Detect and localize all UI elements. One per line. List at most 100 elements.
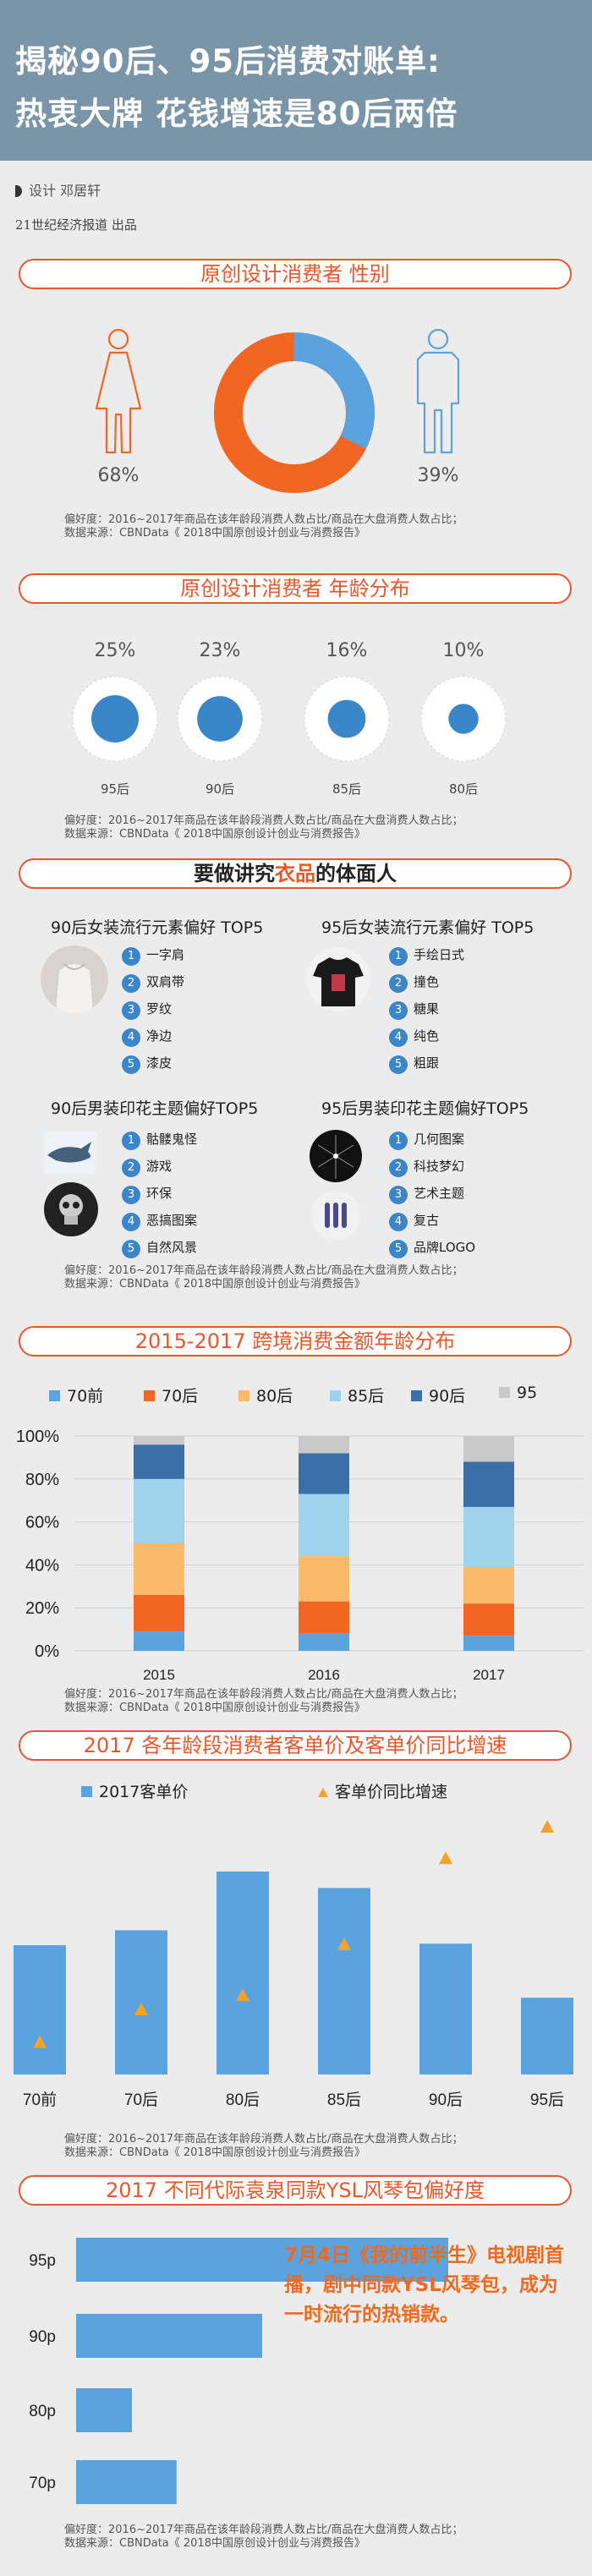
male-icon: [416, 328, 460, 454]
rank-number-badge: 1: [122, 947, 140, 966]
x-tick-label: 80后: [226, 2091, 260, 2109]
age-percent-label: 25%: [94, 640, 136, 661]
legend-label: 70后: [162, 1387, 199, 1406]
x-tick-label: 70前: [23, 2091, 57, 2109]
age-percent-label: 16%: [326, 640, 368, 661]
legend-label: 85后: [348, 1387, 385, 1406]
note-preference: 偏好度：2016~2017年商品在该年龄段消费人数占比/商品在大盘消费人数占比；…: [64, 2133, 463, 2160]
byline: 设计 邓居轩: [15, 179, 101, 200]
y-tick-label: 70p: [29, 2475, 56, 2492]
section-title-ysl: 2017 不同代际袁泉同款YSL风琴包偏好度: [19, 2175, 572, 2206]
list-item-label: 游戏: [146, 1159, 173, 1174]
list-item-label: 自然风景: [146, 1240, 198, 1255]
block-title-95-women: 95后女装流行元素偏好 TOP5: [321, 918, 534, 937]
rank-number-badge: 2: [122, 974, 140, 993]
list-item: 5 漆皮: [122, 1054, 172, 1074]
rank-number-badge: 3: [389, 1186, 408, 1204]
note-line-2: 数据来源：CBNData《 2018中国原创设计创业与消费报告》: [64, 1278, 365, 1291]
list-item-label: 漆皮: [146, 1055, 173, 1071]
growth-rate-marker: [337, 1937, 351, 1950]
stacked-bar-segment: [463, 1603, 514, 1636]
y-tick-label: 100%: [16, 1428, 59, 1446]
section-title-clothing: 要做讲究衣品的体面人: [19, 858, 572, 889]
y-tick-label: 0%: [35, 1642, 59, 1661]
page-title-line-2: 热衷大牌 花钱增速是80后两倍: [15, 96, 458, 132]
age-group-label: 90后: [205, 781, 235, 797]
rank-number-badge: 3: [122, 1186, 140, 1204]
age-bubble: [177, 676, 263, 762]
donut-male-arc: [293, 332, 375, 449]
female-icon: [95, 328, 142, 454]
section-title-age: 原创设计消费者 年龄分布: [19, 573, 572, 604]
list-item-label: 撞色: [414, 974, 440, 989]
block-title-90-women: 90后女装流行元素偏好 TOP5: [51, 918, 264, 937]
rank-number-badge: 3: [122, 1001, 140, 1020]
preference-bar: [76, 2238, 448, 2282]
female-percent: 68%: [97, 465, 140, 486]
note-line-2: 数据来源：CBNData《 2018中国原创设计创业与消费报告》: [64, 2146, 365, 2159]
rank-number-badge: 4: [122, 1213, 140, 1231]
note-line-2: 数据来源：CBNData《 2018中国原创设计创业与消费报告》: [64, 527, 365, 540]
rank-number-badge: 3: [389, 1001, 408, 1020]
rank-number-badge: 1: [389, 1132, 408, 1150]
stacked-bar-segment: [134, 1444, 184, 1479]
growth-rate-marker: [33, 2035, 47, 2048]
rank-number-badge: 2: [122, 1159, 140, 1177]
list-item-label: 艺术主题: [414, 1186, 465, 1201]
rank-number-badge: 5: [122, 1240, 140, 1258]
age-group-label: 95后: [100, 781, 130, 797]
note-line-2: 数据来源：CBNData《 2018中国原创设计创业与消费报告》: [64, 2537, 365, 2550]
legend-swatch: [49, 1390, 60, 1401]
list-item: 3 罗纹: [122, 1000, 172, 1020]
list-item-label: 科技梦幻: [414, 1159, 465, 1174]
stacked-bar-segment: [463, 1436, 514, 1462]
legend-item: 95: [499, 1384, 537, 1402]
y-tick-label: 80%: [25, 1471, 59, 1489]
stacked-bar-segment: [299, 1436, 349, 1454]
x-tick-label: 95后: [530, 2091, 564, 2109]
y-tick-label: 40%: [25, 1556, 59, 1575]
product-photo-shark-print: [44, 1132, 96, 1174]
unit-price-bar: [14, 1945, 66, 2075]
note-line-1: 偏好度：2016~2017年商品在该年龄段消费人数占比/商品在大盘消费人数占比；: [64, 2133, 463, 2146]
y-tick-label: 60%: [25, 1514, 59, 1532]
block-title-95-men: 95后男装印花主题偏好TOP5: [321, 1099, 529, 1118]
unit-price-bar: [115, 1930, 167, 2075]
list-item: 3 艺术主题: [389, 1184, 464, 1204]
preference-bar: [76, 2314, 262, 2358]
x-tick-label: 2016: [308, 1667, 340, 1683]
list-item-label: 罗纹: [146, 1001, 173, 1017]
note-line-2: 数据来源：CBNData《 2018中国原创设计创业与消费报告》: [64, 1702, 365, 1714]
rank-number-badge: 5: [122, 1055, 140, 1074]
legend-swatch: [144, 1390, 155, 1401]
male-percent: 39%: [417, 465, 459, 486]
legend-triangle-icon: [318, 1788, 328, 1797]
legend-item: 85后: [330, 1384, 384, 1406]
clothing-title-emphasis: 衣品: [275, 862, 315, 885]
y-tick-label: 95p: [29, 2252, 56, 2270]
product-photo-geometric-print: [310, 1130, 362, 1182]
age-bubble: [72, 676, 158, 762]
rank-number-badge: 4: [389, 1213, 408, 1231]
legend-item: 80后: [238, 1384, 293, 1406]
section-title-cross-border: 2015-2017 跨境消费金额年龄分布: [19, 1326, 572, 1357]
legend-swatch: [81, 1786, 92, 1797]
list-item-label: 双肩带: [146, 974, 185, 989]
legend-item: 70前: [49, 1384, 103, 1406]
unit-price-bar: [419, 1943, 472, 2075]
legend-item: 70后: [144, 1384, 198, 1406]
age-percent-label: 10%: [442, 640, 485, 661]
legend-swatch: [411, 1390, 422, 1401]
product-photo-skull-print: [44, 1182, 98, 1236]
product-photo-blouse: [41, 945, 108, 1013]
age-bubble-mark: [197, 696, 243, 742]
age-percent-label: 23%: [199, 640, 241, 661]
legend-item: 2017客单价: [81, 1779, 188, 1802]
age-bubble-mark: [327, 699, 366, 738]
stacked-bar-segment: [299, 1453, 349, 1494]
list-item: 2 撞色: [389, 973, 439, 993]
preference-bar: [76, 2460, 177, 2504]
legend-label: 90后: [429, 1387, 466, 1406]
bullet-icon: [15, 185, 22, 197]
x-tick-label: 90后: [429, 2091, 463, 2109]
